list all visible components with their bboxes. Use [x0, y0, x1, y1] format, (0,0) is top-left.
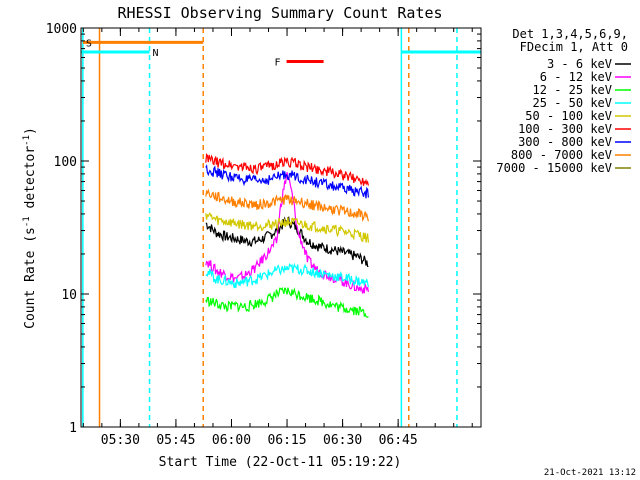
y-tick-label: 100	[54, 155, 77, 170]
legend-entry-label: 6 - 12 keV	[540, 70, 612, 84]
series-line	[205, 164, 369, 199]
y-axis-label-superscript: -1	[22, 216, 32, 227]
x-axis-label: Start Time (22-Oct-11 05:19:22)	[159, 455, 402, 470]
y-axis-label-part: detector	[23, 146, 38, 217]
y-tick-label: 1	[69, 421, 77, 436]
y-axis-label: Count Rate (s-1 detector-1)	[22, 127, 38, 329]
legend: Det 1,3,4,5,6,9, FDecim 1, Att 0 3 - 6 k…	[496, 27, 631, 175]
legend-entry-label: 7000 - 15000 keV	[496, 161, 612, 175]
y-tick-label: 10	[61, 288, 77, 303]
flag-label: N	[153, 48, 159, 59]
legend-entry-label: 12 - 25 keV	[533, 83, 612, 97]
y-axis-label-part: Count Rate (s	[23, 227, 38, 329]
series-line	[205, 262, 369, 289]
series-line	[205, 188, 369, 223]
series-line	[205, 172, 369, 294]
footer-timestamp: 21-Oct-2021 13:12	[544, 468, 636, 478]
flag-label: F	[275, 57, 281, 68]
legend-entry-label: 25 - 50 keV	[533, 96, 612, 110]
legend-entry-label: 50 - 100 keV	[525, 109, 612, 123]
plot-frame	[80, 27, 482, 428]
x-tick-label: 06:00	[212, 433, 251, 448]
chart-title: RHESSI Observing Summary Count Rates	[117, 4, 442, 22]
legend-entry-label: 800 - 7000 keV	[511, 148, 612, 162]
y-tick-label: 1000	[46, 22, 77, 37]
legend-header-line: FDecim 1, Att 0	[520, 40, 628, 54]
x-tick-label: 05:30	[101, 433, 140, 448]
legend-header-line: Det 1,3,4,5,6,9,	[512, 27, 628, 41]
legend-entry-label: 100 - 300 keV	[518, 122, 612, 136]
legend-entry-label: 3 - 6 keV	[547, 57, 612, 71]
x-tick-label: 05:45	[156, 433, 195, 448]
y-axis-ticks: 1 10 100 1000	[46, 22, 481, 436]
series-line	[205, 286, 369, 319]
series-line	[205, 152, 369, 186]
plot-area: S N F	[81, 28, 481, 427]
x-tick-label: 06:30	[323, 433, 362, 448]
legend-entry-label: 300 - 800 keV	[518, 135, 612, 149]
x-axis-ticks: 05:30 05:45 06:00 06:15 06:30 06:45	[82, 28, 473, 448]
y-axis-label-part: )	[23, 127, 38, 135]
series-line	[205, 212, 369, 243]
y-axis-label-superscript: -1	[22, 135, 32, 146]
x-tick-label: 06:15	[267, 433, 306, 448]
x-tick-label: 06:45	[379, 433, 418, 448]
flag-label: S	[86, 38, 92, 49]
